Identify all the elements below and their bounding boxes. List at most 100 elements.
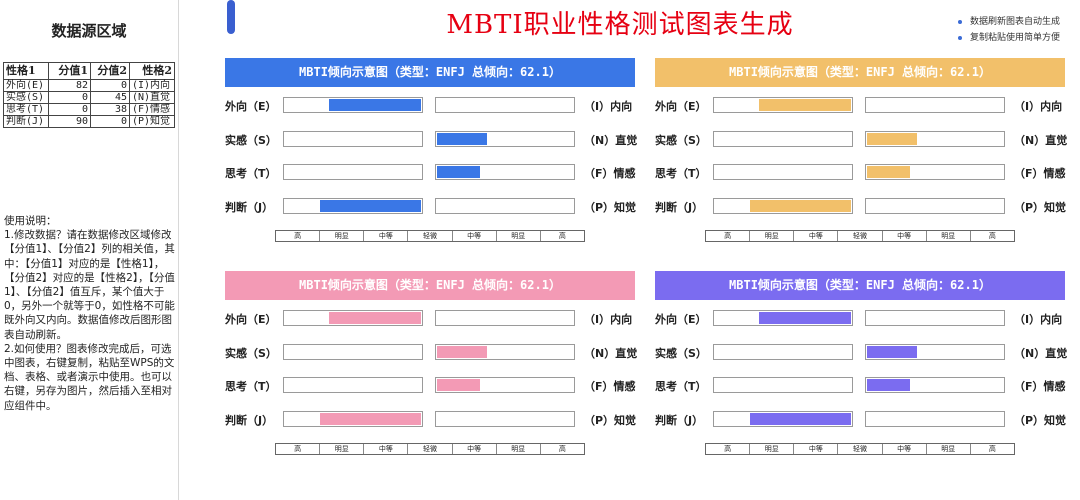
right-bar-track — [435, 198, 575, 214]
right-bar-track — [435, 310, 575, 326]
cell-trait2[interactable]: (N)直觉 — [129, 91, 175, 104]
right-bar-track — [865, 344, 1005, 360]
chart-panel-pink[interactable]: MBTI倾向示意图（类型：ENFJ 总倾向：62.1） 外向（E） （I）内向 实感（… — [225, 271, 637, 491]
sidebar-title: 数据源区域 — [51, 22, 127, 40]
right-trait-label: （P）知觉 — [1014, 201, 1067, 214]
scale-tick-label: 明显 — [320, 231, 365, 241]
cell-trait1[interactable]: 外向(E) — [3, 79, 49, 92]
right-bar — [437, 379, 480, 391]
chart-panel-blue[interactable]: MBTI倾向示意图（类型：ENFJ 总倾向：62.1） 外向（E） （I）内向实感（… — [225, 58, 637, 278]
left-bar-track — [283, 164, 423, 180]
table-row: 实感(S) 0 45 (N)直觉 — [3, 91, 175, 104]
left-bar — [759, 312, 851, 324]
chart-title: MBTI倾向示意图（类型：ENFJ 总倾向：62.1） — [225, 58, 635, 87]
data-source-table: 性格1 分值1 分值2 性格2 外向(E) 82 0 (I)内向 实感(S) 0… — [3, 62, 175, 128]
intensity-scale: 高明显 中等 轻微 中等 明显高 — [275, 230, 585, 242]
left-bar-track — [713, 411, 853, 427]
column-header-score1: 分值1 — [48, 62, 91, 80]
right-bar-track — [435, 97, 575, 113]
right-bar-track — [435, 411, 575, 427]
cell-score1[interactable]: 0 — [48, 103, 91, 116]
scale-tick-label: 中等 — [794, 231, 839, 241]
left-trait-label: 实感（S） — [655, 347, 707, 360]
cell-trait1[interactable]: 思考(T) — [3, 103, 49, 116]
right-trait-label: （N）直觉 — [1014, 347, 1068, 360]
intensity-scale: 高明显 中等 轻微 中等 明显高 — [705, 230, 1015, 242]
left-bar-track — [283, 411, 423, 427]
cell-score2[interactable]: 0 — [90, 115, 130, 128]
scale-tick-label: 轻微 — [408, 231, 453, 241]
chart-title: MBTI倾向示意图（类型：ENFJ 总倾向：62.1） — [225, 271, 635, 300]
usage-instructions: 使用说明： 1.修改数据？请在数据修改区域修改【分值1】、【分值2】列的相关值，… — [4, 215, 175, 412]
right-bar — [437, 346, 487, 358]
right-bar — [867, 379, 910, 391]
cell-score1[interactable]: 82 — [48, 79, 91, 92]
right-trait-label: （F）情感 — [584, 167, 636, 180]
scale-tick-label: 高 — [706, 231, 751, 241]
right-trait-label: （P）知觉 — [584, 414, 637, 427]
scale-tick-label: 明显 — [927, 444, 971, 454]
right-bar — [437, 166, 480, 178]
cell-score2[interactable]: 38 — [90, 103, 130, 116]
right-bar-track — [435, 377, 575, 393]
left-bar — [329, 99, 421, 111]
data-source-sidebar: 数据源区域 性格1 分值1 分值2 性格2 外向(E) 82 0 (I)内向 实… — [0, 0, 179, 500]
right-bar-track — [865, 131, 1005, 147]
right-bar-track — [865, 198, 1005, 214]
cell-trait1[interactable]: 判断(J) — [3, 115, 49, 128]
cell-trait2[interactable]: (P)知觉 — [129, 115, 175, 128]
cell-trait1[interactable]: 实感(S) — [3, 91, 49, 104]
scale-tick-label: 明显 — [497, 444, 541, 454]
left-bar-track — [713, 310, 853, 326]
left-trait-label: 外向（E） — [225, 100, 277, 113]
cell-trait2[interactable]: (F)情感 — [129, 103, 175, 116]
right-trait-label: （N）直觉 — [584, 347, 638, 360]
right-trait-label: （I）内向 — [584, 100, 633, 113]
right-trait-label: （F）情感 — [1014, 167, 1066, 180]
left-bar-track — [713, 377, 853, 393]
left-trait-label: 实感（S） — [655, 134, 707, 147]
right-trait-label: （F）情感 — [1014, 380, 1066, 393]
scale-tick-label: 明显 — [750, 444, 795, 454]
left-bar — [759, 99, 851, 111]
scrollbar-handle[interactable] — [227, 0, 235, 34]
note-item: 数据刷新图表自动生成 — [958, 14, 1060, 30]
right-bar-track — [865, 164, 1005, 180]
cell-score1[interactable]: 90 — [48, 115, 91, 128]
right-bar-track — [435, 131, 575, 147]
left-trait-label: 实感（S） — [225, 134, 277, 147]
right-trait-label: （I）内向 — [1014, 313, 1063, 326]
feature-notes: 数据刷新图表自动生成 复制粘贴使用简单方便 — [958, 14, 1060, 46]
right-trait-label: （P）知觉 — [584, 201, 637, 214]
right-bar-track — [435, 164, 575, 180]
cell-trait2[interactable]: (I)内向 — [129, 79, 175, 92]
left-trait-label: 判断（J） — [225, 201, 274, 214]
chart-panel-purple[interactable]: MBTI倾向示意图（类型：ENFJ 总倾向：62.1） 外向（E） （I）内向 实感（… — [655, 271, 1067, 491]
right-trait-label: （P）知觉 — [1014, 414, 1067, 427]
scale-tick-label: 中等 — [453, 231, 497, 241]
left-trait-label: 实感（S） — [225, 347, 277, 360]
left-trait-label: 思考（T） — [655, 380, 707, 393]
right-bar-track — [865, 310, 1005, 326]
left-trait-label: 外向（E） — [225, 313, 277, 326]
chart-title: MBTI倾向示意图（类型：ENFJ 总倾向：62.1） — [655, 271, 1065, 300]
cell-score1[interactable]: 0 — [48, 91, 91, 104]
scale-tick-label: 高 — [276, 231, 321, 241]
scale-tick-label: 明显 — [750, 231, 795, 241]
scale-tick-label: 轻微 — [408, 444, 453, 454]
left-bar-track — [713, 97, 853, 113]
scale-tick-label: 轻微 — [838, 231, 883, 241]
left-trait-label: 判断（J） — [655, 201, 704, 214]
cell-score2[interactable]: 45 — [90, 91, 130, 104]
cell-score2[interactable]: 0 — [90, 79, 130, 92]
scale-tick-label: 中等 — [883, 231, 927, 241]
note-item: 复制粘贴使用简单方便 — [958, 30, 1060, 46]
column-header-trait1: 性格1 — [3, 62, 49, 80]
scale-tick-label: 中等 — [364, 231, 409, 241]
scale-tick-label: 高 — [558, 232, 566, 240]
chart-panel-yellow[interactable]: MBTI倾向示意图（类型：ENFJ 总倾向：62.1） 外向（E） （I）内向 实感（… — [655, 58, 1067, 278]
chart-title: MBTI倾向示意图（类型：ENFJ 总倾向：62.1） — [655, 58, 1065, 87]
scale-tick-label: 明显 — [497, 231, 541, 241]
scale-tick-label: 明显 — [320, 444, 365, 454]
right-trait-label: （N）直觉 — [584, 134, 638, 147]
